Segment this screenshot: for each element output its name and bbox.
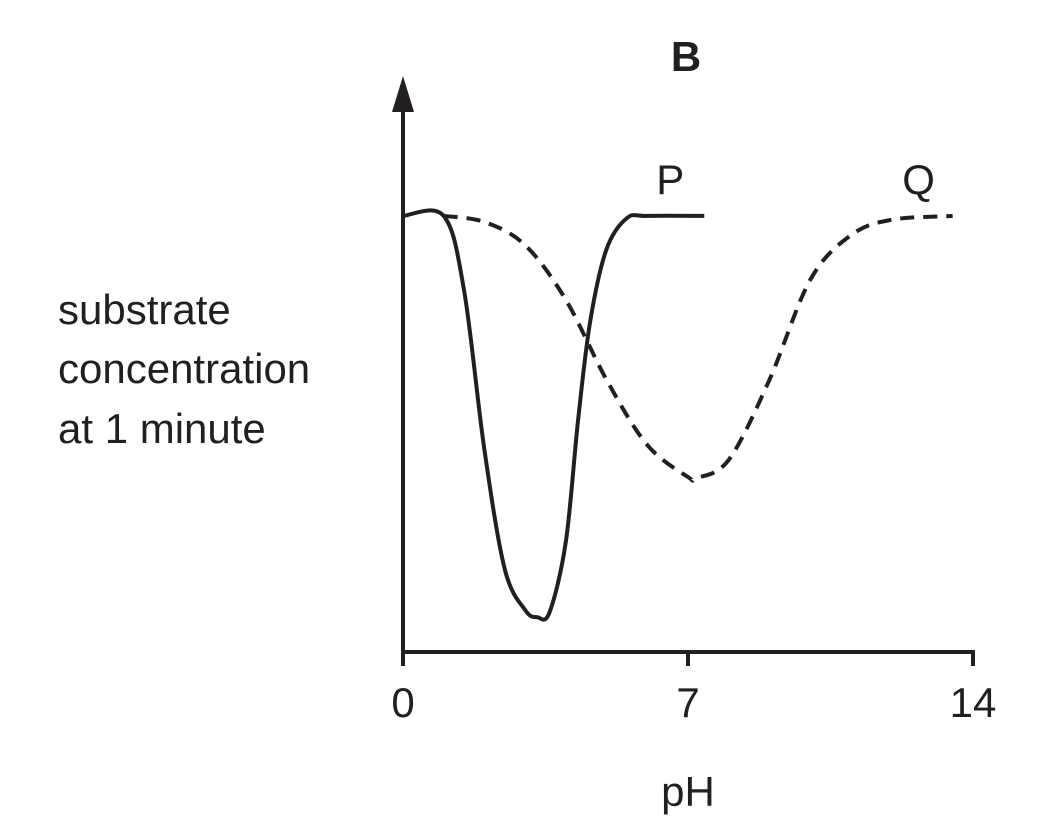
x-axis-label: pH <box>661 768 715 815</box>
series-label: P <box>656 156 684 203</box>
y-axis-label: substrate <box>58 286 231 333</box>
x-tick-label: 7 <box>676 679 699 726</box>
series-label: Q <box>902 156 935 203</box>
x-tick-label: 14 <box>950 679 997 726</box>
line-series <box>443 213 953 483</box>
y-axis-label: concentration <box>58 345 310 392</box>
y-axis-arrow <box>392 76 414 112</box>
y-axis-label: at 1 minute <box>58 405 266 452</box>
x-tick-label: 0 <box>391 679 414 726</box>
chart-title: B <box>671 33 701 80</box>
line-series <box>402 208 705 622</box>
